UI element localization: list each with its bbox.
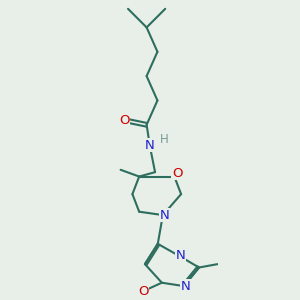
Text: O: O <box>172 167 182 180</box>
Text: O: O <box>138 285 148 298</box>
Text: N: N <box>176 249 185 262</box>
Text: N: N <box>181 280 190 292</box>
Text: N: N <box>160 208 170 222</box>
Text: H: H <box>160 133 169 146</box>
Text: O: O <box>119 114 130 127</box>
Text: N: N <box>145 139 155 152</box>
